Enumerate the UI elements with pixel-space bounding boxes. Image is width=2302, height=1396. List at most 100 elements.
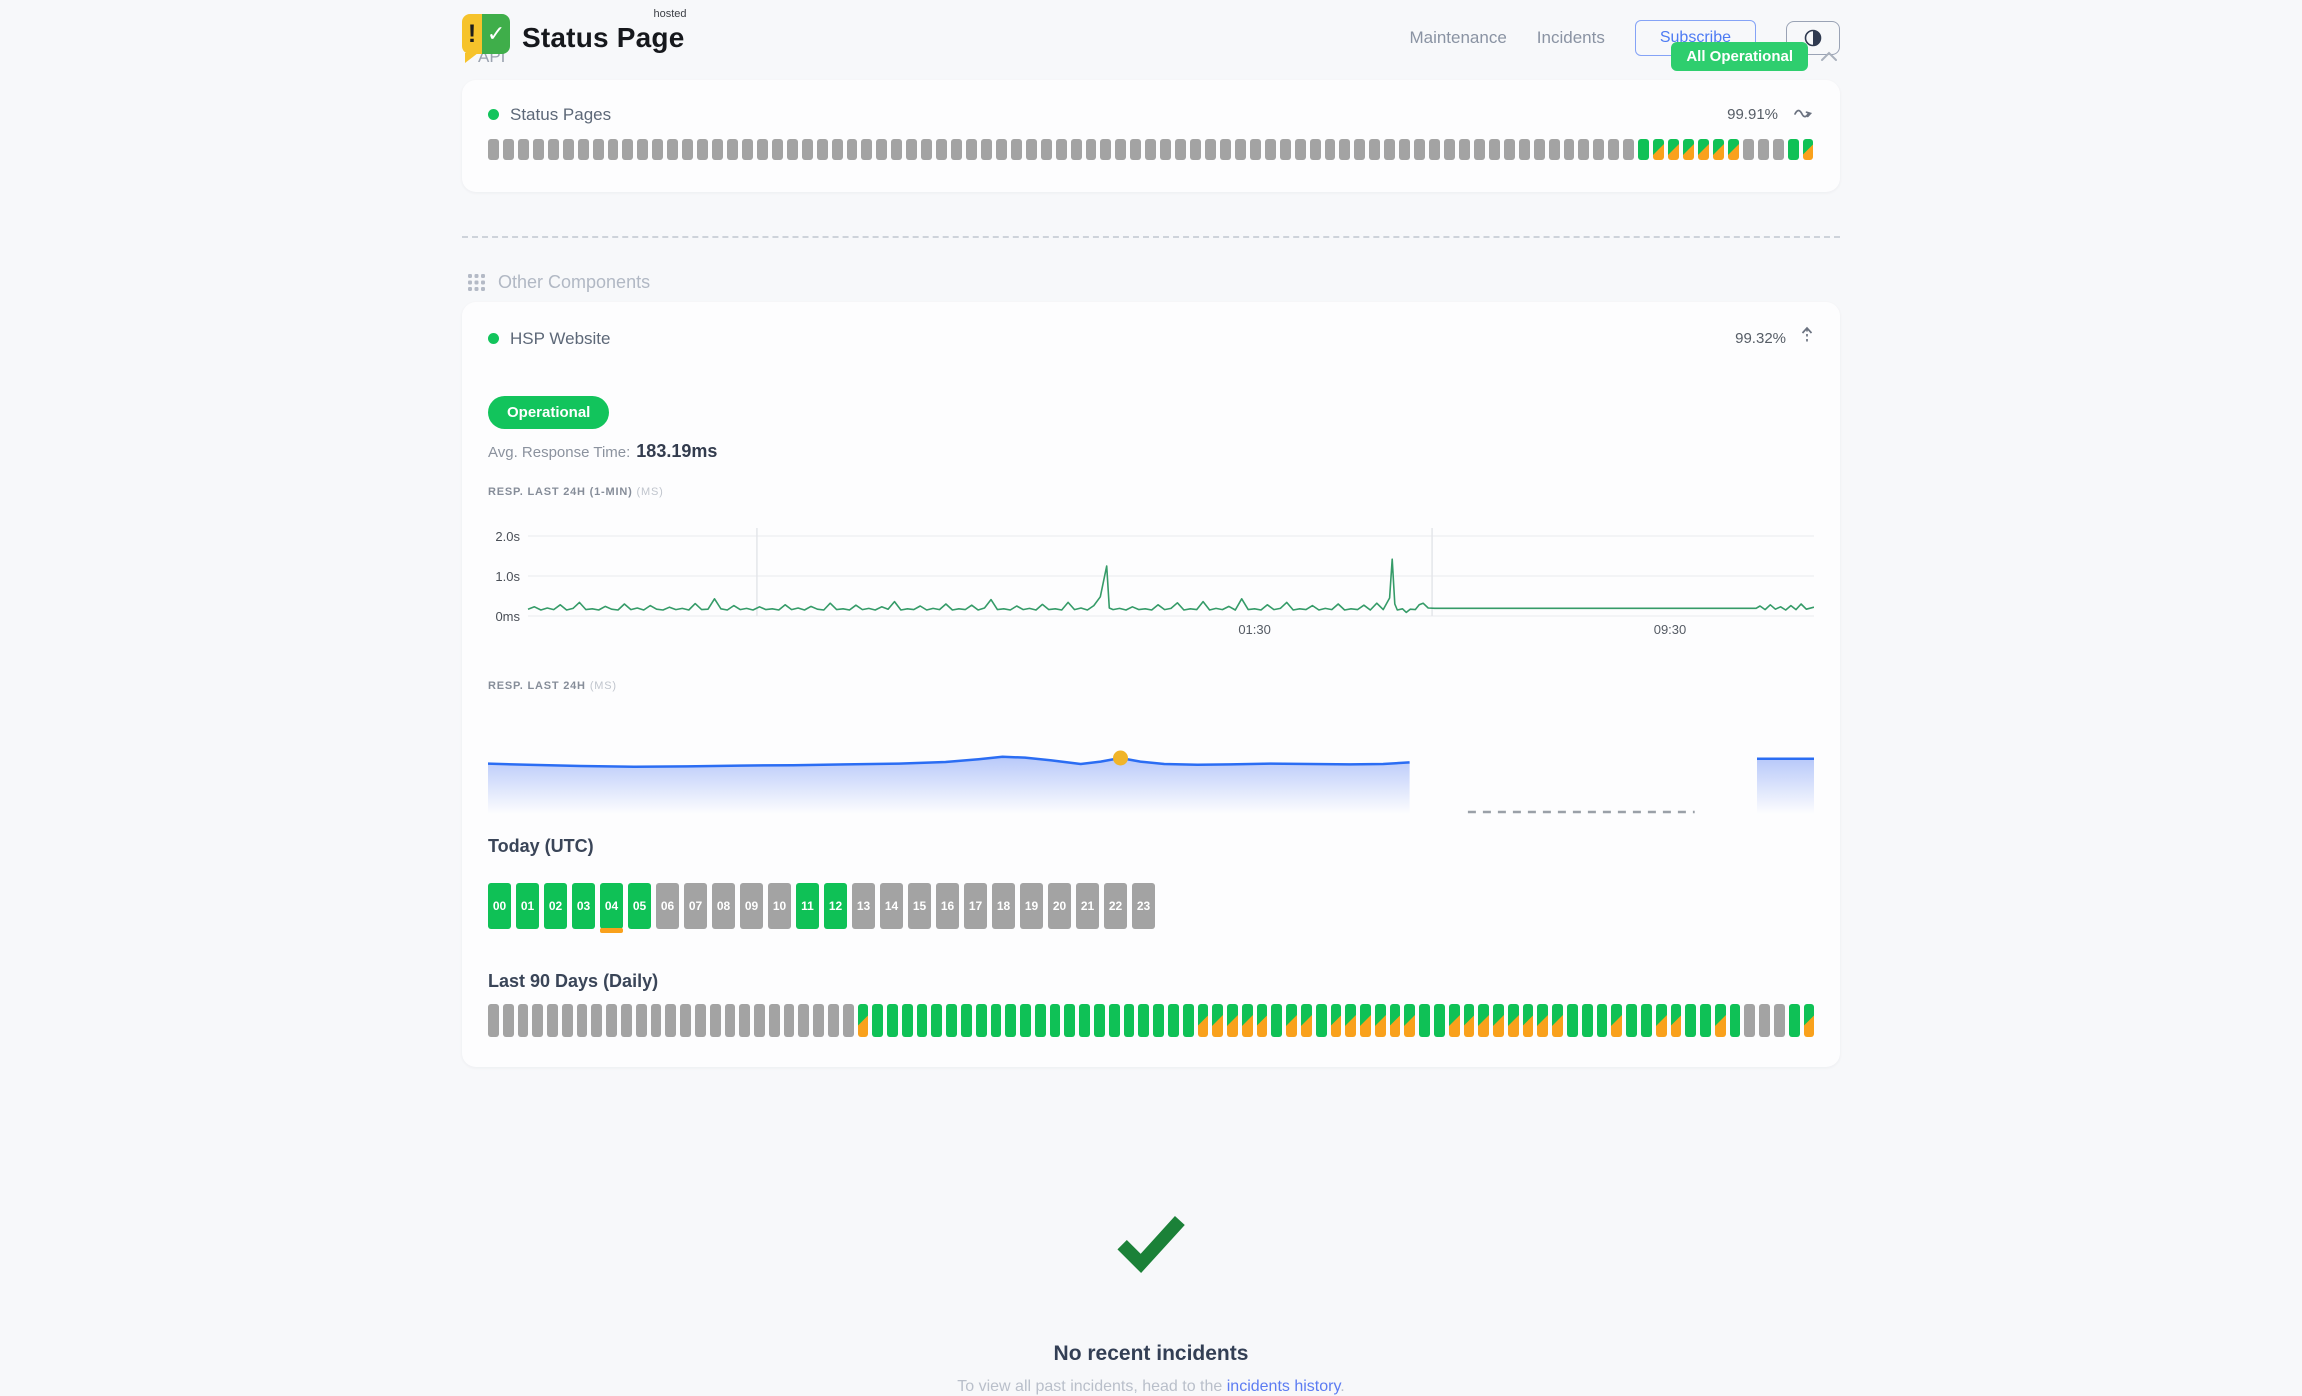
uptime-bar[interactable] — [1668, 139, 1679, 160]
uptime-bar[interactable] — [771, 139, 783, 160]
uptime-bar[interactable] — [813, 1004, 824, 1037]
uptime-bar[interactable] — [768, 1004, 780, 1037]
uptime-bar[interactable] — [961, 1004, 972, 1037]
hour-block-13[interactable]: 13 — [852, 883, 875, 929]
uptime-bar[interactable] — [831, 139, 843, 160]
uptime-bar[interactable] — [1803, 1004, 1815, 1037]
uptime-bar[interactable] — [1389, 1004, 1401, 1037]
hour-block-15[interactable]: 15 — [908, 883, 931, 929]
uptime-bar[interactable] — [1685, 1004, 1697, 1037]
uptime-bar[interactable] — [502, 1004, 514, 1037]
uptime-bar[interactable] — [1458, 139, 1470, 160]
uptime-bar[interactable] — [1324, 139, 1336, 160]
uptime-bar[interactable] — [1802, 139, 1814, 160]
uptime-bar[interactable] — [966, 139, 977, 160]
uptime-bar[interactable] — [1294, 139, 1306, 160]
uptime-bar[interactable] — [1742, 139, 1754, 160]
uptime-bar[interactable] — [846, 139, 858, 160]
hour-block-08[interactable]: 08 — [712, 883, 735, 929]
uptime-bar[interactable] — [990, 1004, 1002, 1037]
uptime-bar[interactable] — [621, 1004, 632, 1037]
uptime-bar[interactable] — [576, 1004, 588, 1037]
uptime-bar[interactable] — [1300, 1004, 1312, 1037]
uptime-bar[interactable] — [547, 1004, 558, 1037]
uptime-bar[interactable] — [1533, 139, 1545, 160]
uptime-bar[interactable] — [1339, 139, 1351, 160]
hour-block-00[interactable]: 00 — [488, 883, 511, 929]
uptime-bar[interactable] — [1697, 139, 1709, 160]
uptime-bar[interactable] — [1773, 1004, 1785, 1037]
uptime-bar[interactable] — [1330, 1004, 1342, 1037]
uptime-bar[interactable] — [532, 1004, 544, 1037]
hour-block-01[interactable]: 01 — [516, 883, 539, 929]
uptime-bar[interactable] — [667, 139, 679, 160]
uptime-bar[interactable] — [739, 1004, 751, 1037]
uptime-bar[interactable] — [1493, 1004, 1504, 1037]
uptime-bar[interactable] — [1488, 139, 1500, 160]
uptime-bar[interactable] — [1100, 139, 1112, 160]
uptime-bar[interactable] — [1115, 139, 1127, 160]
uptime-bar[interactable] — [1345, 1004, 1357, 1037]
hour-block-07[interactable]: 07 — [684, 883, 707, 929]
uptime-bar[interactable] — [517, 1004, 529, 1037]
uptime-bar[interactable] — [1596, 1004, 1608, 1037]
uptime-bar[interactable] — [1788, 1004, 1800, 1037]
uptime-bar[interactable] — [1638, 139, 1650, 160]
uptime-bar[interactable] — [709, 1004, 721, 1037]
uptime-bar[interactable] — [682, 139, 694, 160]
uptime-bar[interactable] — [1404, 1004, 1416, 1037]
uptime-bar[interactable] — [1759, 1004, 1770, 1037]
uptime-bar[interactable] — [1369, 139, 1381, 160]
uptime-bar[interactable] — [592, 139, 604, 160]
hour-block-21[interactable]: 21 — [1076, 883, 1099, 929]
uptime-bar[interactable] — [798, 1004, 810, 1037]
uptime-bar[interactable] — [1212, 1004, 1224, 1037]
uptime-bar[interactable] — [1175, 139, 1187, 160]
uptime-bar[interactable] — [1190, 139, 1201, 160]
uptime-bar[interactable] — [1167, 1004, 1179, 1037]
hour-block-14[interactable]: 14 — [880, 883, 903, 929]
uptime-bar[interactable] — [1552, 1004, 1564, 1037]
collapse-arrow-icon[interactable] — [1800, 326, 1814, 351]
uptime-bar[interactable] — [1025, 139, 1037, 160]
uptime-bar[interactable] — [861, 139, 873, 160]
uptime-bar[interactable] — [1434, 1004, 1445, 1037]
uptime-bar[interactable] — [1463, 1004, 1475, 1037]
uptime-bar[interactable] — [1683, 139, 1694, 160]
uptime-bar[interactable] — [1070, 139, 1082, 160]
uptime-bar[interactable] — [606, 1004, 618, 1037]
uptime-bar[interactable] — [680, 1004, 691, 1037]
uptime-bar[interactable] — [801, 139, 813, 160]
nav-maintenance[interactable]: Maintenance — [1409, 28, 1507, 47]
uptime-bar[interactable] — [1354, 139, 1366, 160]
uptime-bar[interactable] — [1384, 139, 1396, 160]
uptime-bar[interactable] — [783, 1004, 795, 1037]
brand-logo[interactable]: ! ✓ hosted Status Page — [462, 8, 686, 63]
uptime-bar[interactable] — [1700, 1004, 1711, 1037]
uptime-bar[interactable] — [1757, 139, 1769, 160]
uptime-bar[interactable] — [607, 139, 619, 160]
uptime-bar[interactable] — [980, 139, 992, 160]
uptime-bar[interactable] — [1034, 1004, 1046, 1037]
uptime-bar[interactable] — [756, 139, 768, 160]
uptime-bar[interactable] — [1079, 1004, 1091, 1037]
uptime-bar[interactable] — [1219, 139, 1231, 160]
uptime-bar[interactable] — [741, 139, 753, 160]
uptime-bar[interactable] — [1153, 1004, 1164, 1037]
uptime-bar[interactable] — [887, 1004, 898, 1037]
hour-block-05[interactable]: 05 — [628, 883, 651, 929]
uptime-bar[interactable] — [995, 139, 1007, 160]
hour-block-19[interactable]: 19 — [1020, 883, 1043, 929]
uptime-bar[interactable] — [1593, 139, 1605, 160]
uptime-bar[interactable] — [1567, 1004, 1578, 1037]
uptime-bar[interactable] — [1241, 1004, 1253, 1037]
uptime-bar[interactable] — [1448, 1004, 1460, 1037]
uptime-bar[interactable] — [951, 139, 962, 160]
uptime-bar[interactable] — [936, 139, 948, 160]
uptime-bar[interactable] — [1507, 1004, 1519, 1037]
uptime-bar[interactable] — [1473, 139, 1485, 160]
uptime-bar[interactable] — [712, 139, 723, 160]
hour-block-18[interactable]: 18 — [992, 883, 1015, 929]
uptime-bar[interactable] — [872, 1004, 884, 1037]
uptime-bar[interactable] — [1264, 139, 1276, 160]
